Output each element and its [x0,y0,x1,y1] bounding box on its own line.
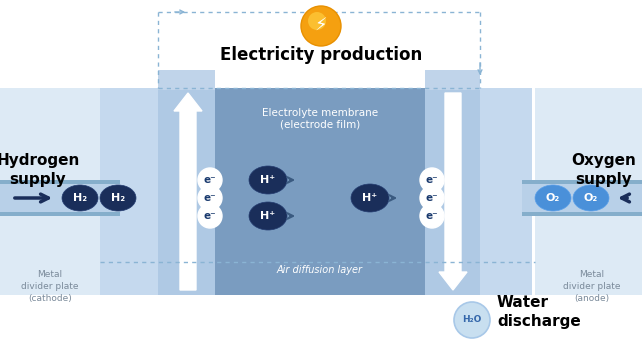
Ellipse shape [535,185,571,211]
FancyBboxPatch shape [158,88,215,295]
Text: e⁻: e⁻ [426,175,438,185]
Polygon shape [439,93,467,290]
Text: Electricity production: Electricity production [220,46,422,64]
FancyBboxPatch shape [522,180,642,184]
Text: e⁻: e⁻ [426,211,438,221]
Text: Air diffusion layer: Air diffusion layer [277,265,363,275]
Text: Metal
divider plate
(anode): Metal divider plate (anode) [563,270,621,303]
Polygon shape [174,93,202,290]
Circle shape [420,186,444,210]
Text: H₂: H₂ [73,193,87,203]
Text: O₂: O₂ [546,193,560,203]
Circle shape [301,6,341,46]
Circle shape [420,168,444,192]
Text: H⁺: H⁺ [261,211,275,221]
Text: Water
discharge: Water discharge [497,295,581,329]
Circle shape [198,168,222,192]
Text: O₂: O₂ [584,193,598,203]
Ellipse shape [573,185,609,211]
FancyBboxPatch shape [0,183,120,213]
FancyBboxPatch shape [0,180,120,184]
FancyBboxPatch shape [480,88,532,295]
FancyBboxPatch shape [425,88,480,295]
Ellipse shape [351,184,389,212]
FancyBboxPatch shape [425,70,480,90]
Circle shape [420,204,444,228]
Text: e⁻: e⁻ [426,193,438,203]
FancyBboxPatch shape [535,88,642,295]
FancyBboxPatch shape [100,88,158,295]
Circle shape [198,186,222,210]
Text: Hydrogen
supply: Hydrogen supply [0,153,80,187]
FancyBboxPatch shape [0,88,100,295]
Ellipse shape [62,185,98,211]
Circle shape [198,204,222,228]
Text: H₂O: H₂O [462,316,482,325]
Ellipse shape [100,185,136,211]
Text: H₂: H₂ [111,193,125,203]
Ellipse shape [249,202,287,230]
Text: Metal
divider plate
(cathode): Metal divider plate (cathode) [21,270,79,303]
Text: Oxygen
supply: Oxygen supply [571,153,636,187]
Ellipse shape [249,166,287,194]
Text: e⁻: e⁻ [204,211,216,221]
Circle shape [308,12,326,30]
FancyBboxPatch shape [0,212,120,216]
Text: e⁻: e⁻ [204,175,216,185]
FancyBboxPatch shape [522,212,642,216]
Text: H⁺: H⁺ [261,175,275,185]
FancyBboxPatch shape [158,70,215,90]
FancyBboxPatch shape [215,88,425,295]
Circle shape [454,302,490,338]
Text: Electrolyte membrane
(electrode film): Electrolyte membrane (electrode film) [262,108,378,130]
Text: ⚡: ⚡ [315,17,327,35]
FancyBboxPatch shape [522,183,642,213]
Text: e⁻: e⁻ [204,193,216,203]
Text: H⁺: H⁺ [363,193,377,203]
